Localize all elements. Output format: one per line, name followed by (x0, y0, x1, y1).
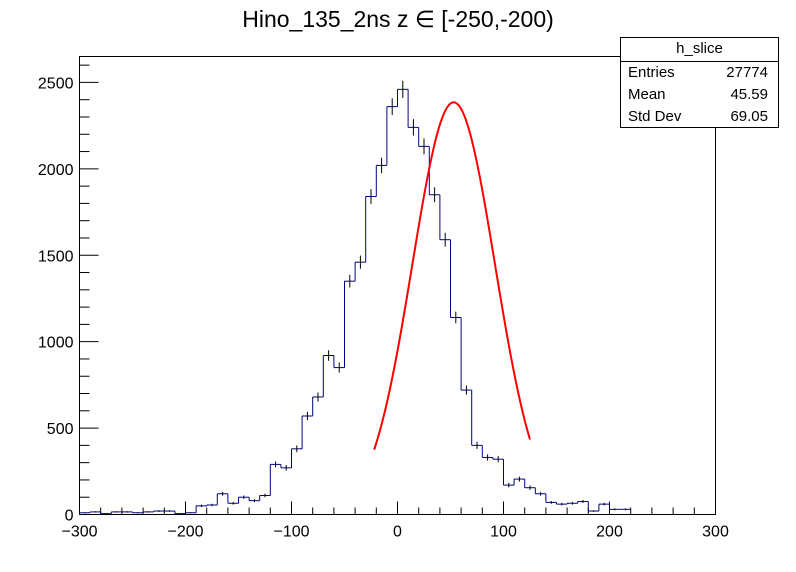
axis-ticks (79, 64, 716, 515)
stats-label: Entries (628, 64, 675, 81)
error-bars (84, 80, 626, 515)
x-tick-label: 0 (393, 524, 402, 541)
x-tick-label: 300 (702, 524, 729, 541)
stats-value: 27774 (726, 64, 768, 81)
x-tick-label: 200 (596, 524, 623, 541)
stats-title: h_slice (621, 38, 778, 62)
stats-label: Std Dev (628, 108, 682, 125)
y-tick-label: 2000 (38, 162, 74, 179)
x-tick-label: −100 (273, 524, 309, 541)
y-tick-label: 0 (65, 508, 74, 525)
axis-tick-labels: −300 −200 −100 0 100 200 300 0 500 1000 1500 2000 25… (38, 75, 729, 540)
x-tick-label: −200 (167, 524, 203, 541)
y-tick-label: 1000 (38, 335, 74, 352)
y-tick-label: 500 (47, 421, 74, 438)
y-tick-label: 2500 (38, 75, 74, 92)
x-tick-label: 100 (490, 524, 517, 541)
x-tick-label: −300 (61, 524, 97, 541)
histogram-series (79, 88, 631, 515)
stats-label: Mean (628, 86, 666, 103)
stats-row-mean: Mean 45.59 (621, 84, 778, 106)
stats-box: h_slice Entries 27774 Mean 45.59 Std Dev… (620, 37, 779, 128)
stats-row-entries: Entries 27774 (621, 62, 778, 84)
chart-title: Hino_135_2ns z ∈ [-250,-200) (242, 6, 554, 32)
stats-row-stddev: Std Dev 69.05 (621, 106, 778, 128)
stats-value: 69.05 (730, 108, 768, 125)
gaussian-fit-curve (373, 101, 531, 450)
y-tick-label: 1500 (38, 248, 74, 265)
stats-value: 45.59 (730, 86, 768, 103)
